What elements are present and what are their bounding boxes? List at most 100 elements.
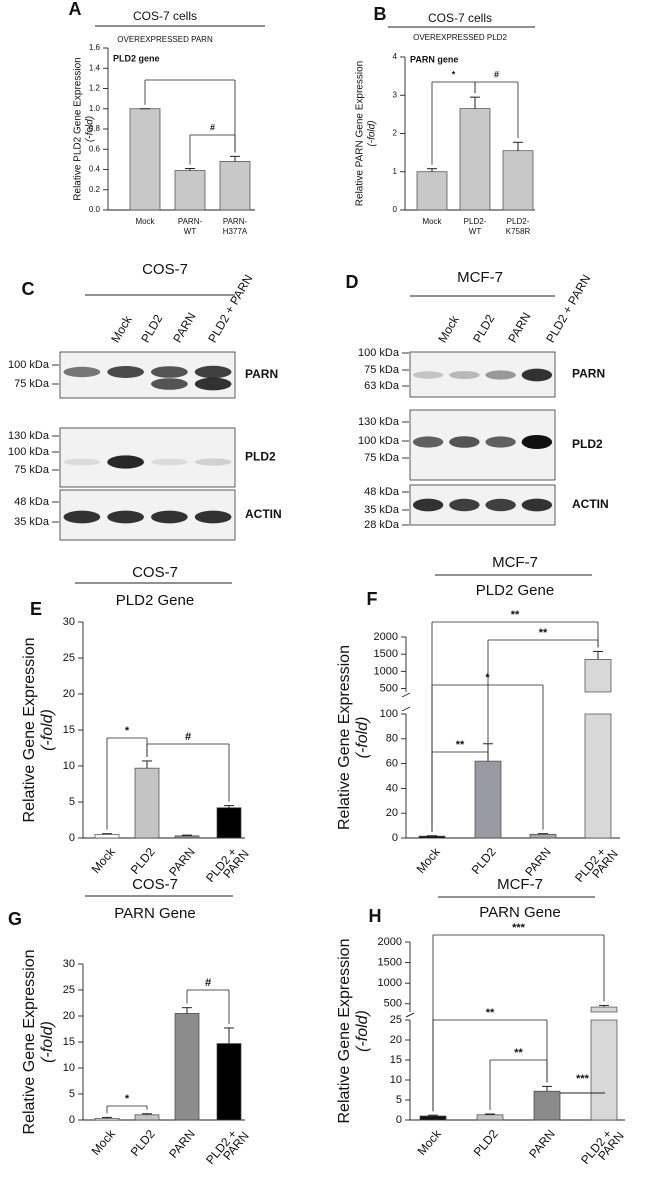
x-tick-label: PLD2: [471, 1127, 501, 1159]
y-tick-label: 0: [396, 1114, 402, 1126]
bar: [134, 767, 160, 839]
row-label: PLD2: [245, 450, 276, 464]
error-bar: [185, 167, 195, 171]
bar: [94, 1118, 120, 1121]
blot-band: [412, 436, 444, 448]
y-axis-label: (-fold): [367, 120, 378, 146]
blot-band: [194, 365, 232, 379]
blot-band: [63, 366, 101, 378]
panel-label: F: [367, 589, 378, 609]
error-bar: [427, 168, 437, 172]
blot-band: [194, 377, 232, 391]
error-bar: [599, 1004, 609, 1008]
y-tick-label: 30: [63, 958, 75, 970]
bar: [533, 1090, 561, 1121]
significance-label: *: [125, 725, 130, 737]
error-bar: [182, 1007, 192, 1014]
y-axis-label: (-fold): [39, 1021, 56, 1063]
row-label: ACTIN: [245, 507, 282, 521]
significance-label: #: [494, 69, 499, 79]
marker-label: 35 kDa: [364, 504, 400, 516]
x-tick-label: Mock: [89, 844, 119, 876]
y-tick-label: 1000: [374, 665, 398, 677]
y-tick-label: 5: [396, 1094, 402, 1106]
marker-label: 75 kDa: [14, 378, 50, 390]
bar: [502, 150, 534, 211]
y-tick-label: 0.6: [89, 144, 101, 153]
chart-subtitle: PLD2 Gene: [476, 582, 554, 599]
chart-title: MCF-7: [492, 554, 538, 571]
bar: [419, 1115, 447, 1121]
panel-label: A: [69, 0, 82, 19]
y-tick-label: 0: [393, 205, 398, 214]
y-tick-label: 10: [63, 760, 75, 772]
marker-label: 130 kDa: [8, 430, 50, 442]
error-bar: [513, 141, 523, 151]
x-tick-label: K758R: [506, 227, 531, 236]
y-tick-label: 15: [63, 1036, 75, 1048]
y-tick-label: 1000: [378, 977, 402, 989]
blot-band: [521, 435, 553, 449]
significance-label: #: [210, 122, 215, 132]
significance-label: *: [485, 672, 490, 684]
chart-title: COS-7: [132, 876, 178, 893]
x-tick-label: Mock: [135, 217, 155, 226]
significance-bracket: [186, 989, 230, 1024]
marker-label: 100 kDa: [358, 435, 400, 447]
significance-label: *: [452, 69, 456, 79]
significance-label: #: [185, 731, 191, 743]
significance-label: ***: [512, 922, 526, 934]
x-tick-label: Mock: [414, 844, 444, 876]
blot-band: [63, 510, 101, 524]
axis-break: [405, 1012, 415, 1018]
significance-label: #: [205, 977, 211, 989]
error-bar: [485, 1113, 495, 1115]
y-tick-label: 25: [390, 1014, 402, 1026]
bar: [476, 1114, 504, 1121]
chart-title: COS-7: [132, 564, 178, 581]
x-tick-label: Mock: [415, 1126, 445, 1158]
x-tick-label: Mock: [422, 217, 442, 226]
blot-band: [485, 498, 516, 512]
chart-title: COS-7 cells: [428, 11, 492, 25]
y-tick-label: 5: [69, 796, 75, 808]
y-tick-label: 80: [386, 733, 398, 745]
significance-label: **: [539, 627, 548, 639]
y-tick-label: 1.6: [89, 43, 101, 52]
marker-label: 100 kDa: [8, 446, 50, 458]
bar: [584, 658, 612, 693]
panel-label: D: [346, 272, 359, 292]
row-label: ACTIN: [572, 497, 609, 511]
bar: [590, 1006, 618, 1013]
blot-band: [449, 436, 480, 448]
y-tick-label: 2: [393, 129, 398, 138]
x-tick-label: PARN-: [223, 217, 248, 226]
blot-band: [521, 368, 553, 382]
blot-band: [151, 510, 188, 524]
y-tick-label: 500: [384, 998, 402, 1010]
bar: [174, 835, 200, 839]
bar: [174, 1013, 200, 1121]
panel-label: H: [369, 906, 382, 926]
y-tick-label: 20: [386, 807, 398, 819]
y-tick-label: 25: [63, 984, 75, 996]
blot-box: [59, 427, 236, 488]
significance-bracket: [146, 743, 230, 802]
lane-label: PLD2 + PARN: [543, 272, 593, 345]
error-bar: [470, 96, 480, 109]
row-label: PARN: [572, 367, 605, 381]
significance-bracket: [431, 739, 489, 832]
blot-band: [194, 510, 232, 524]
x-tick-label: PARN: [166, 1127, 198, 1161]
y-tick-label: 20: [63, 1010, 75, 1022]
bar: [216, 807, 242, 839]
marker-label: 28 kDa: [364, 519, 400, 531]
marker-label: 75 kDa: [14, 464, 50, 476]
blot-band: [194, 458, 232, 466]
y-axis-label: Relative Gene Expression: [336, 645, 353, 830]
chart-title: COS-7 cells: [133, 9, 197, 23]
error-bar: [182, 834, 192, 836]
blot-band: [107, 366, 144, 378]
significance-bracket: [189, 134, 236, 165]
